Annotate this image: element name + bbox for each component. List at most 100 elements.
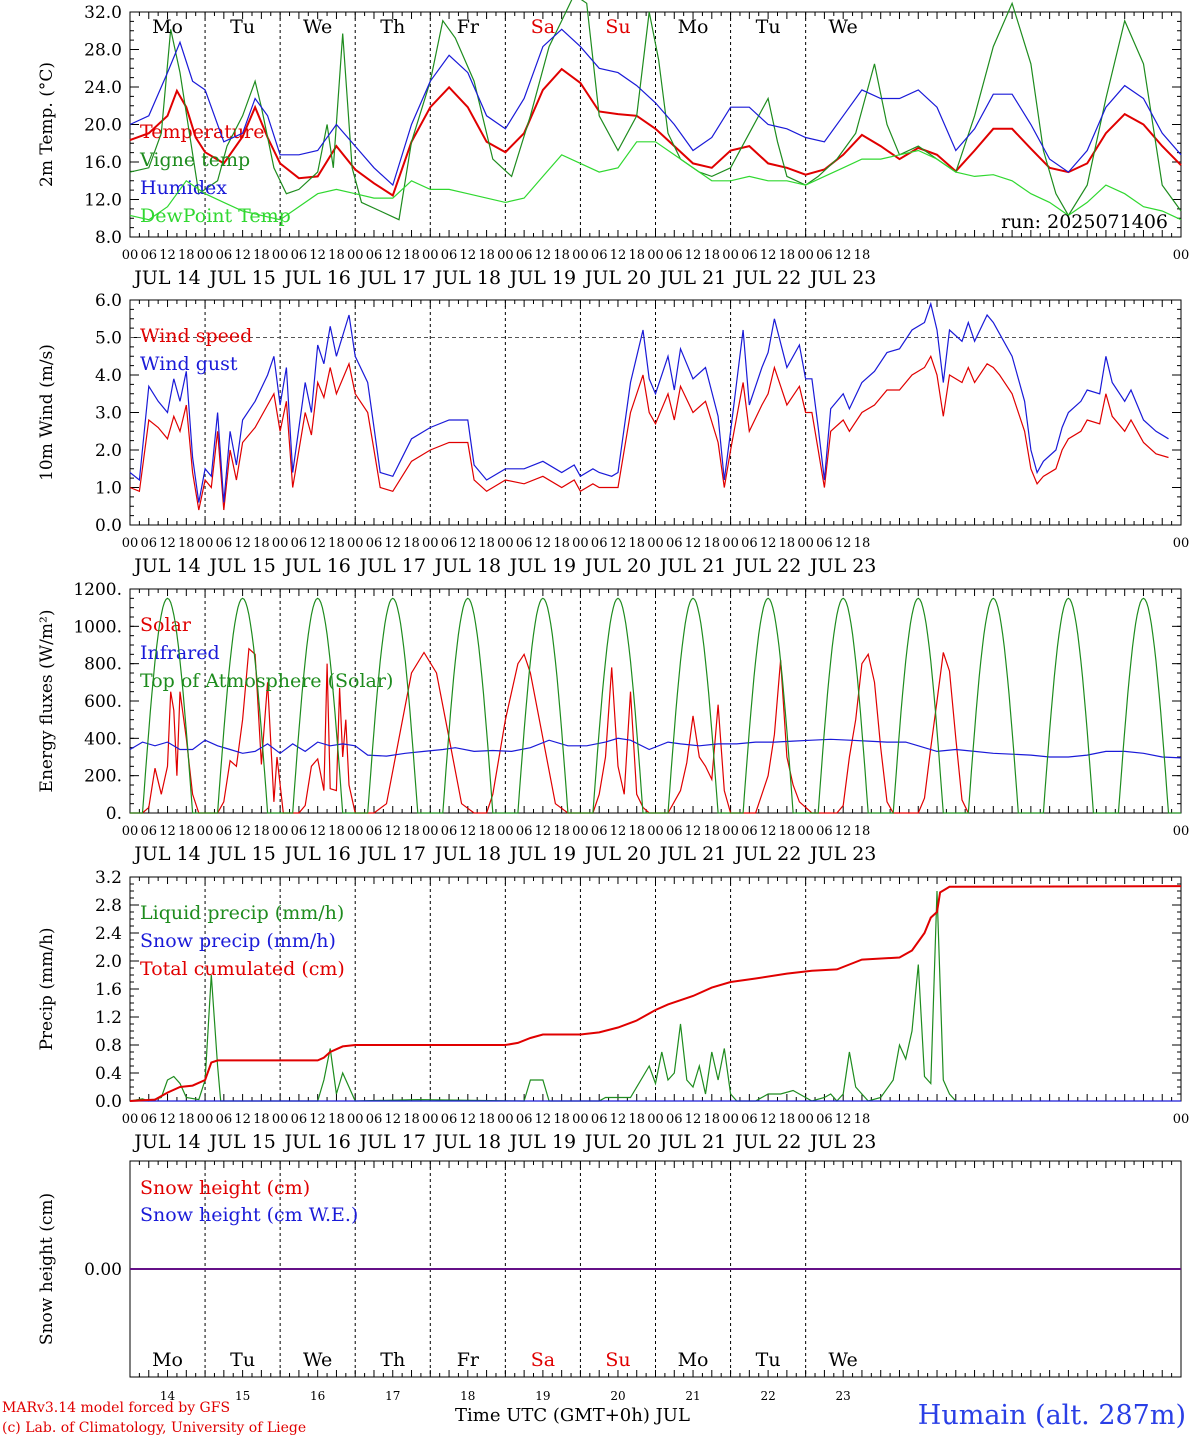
hour-tick-label: 06 [741,536,758,551]
legend-humidex: Humidex [140,177,227,199]
y-tick-label: 4.0 [95,366,122,386]
date-label: JUL 15 [207,555,275,577]
day-number: 20 [610,1389,625,1403]
hour-tick-label: 12 [384,536,401,551]
hour-tick-label: 06 [666,824,683,839]
date-label: JUL 18 [433,267,501,289]
y-tick-label: 32.0 [84,3,122,23]
hour-tick-label: 00 [722,824,739,839]
hour-tick-label: 12 [535,248,552,263]
hour-tick-label: 18 [628,824,645,839]
date-label: JUL 23 [808,1131,876,1153]
legend-wind-gust: Wind gust [140,353,238,375]
hour-tick-label: 12 [460,248,477,263]
hour-tick-label: 00 [197,536,214,551]
hour-tick-label: 00 [797,824,814,839]
hour-tick-label: 12 [384,1112,401,1127]
hour-tick-label: 00 [572,248,589,263]
hour-tick-label: 06 [140,536,157,551]
hour-tick-label: 06 [666,536,683,551]
hour-tick-label: 18 [178,1112,195,1127]
hour-tick-label: 18 [253,1112,270,1127]
day-number: 22 [760,1389,775,1403]
weekday-label: Fr [457,1349,480,1371]
weekday-label: We [303,16,332,38]
weekday-label: Mo [152,1349,183,1371]
weekday-label: Su [605,1349,630,1371]
y-tick-label: 1000. [73,617,122,637]
date-label: JUL 15 [207,843,275,865]
hour-tick-label: 12 [234,536,251,551]
hour-tick-label: 12 [610,248,627,263]
y-tick-label: 0.0 [95,1092,122,1112]
hour-tick-label: 06 [291,824,308,839]
legend-solar: Solar [140,614,192,636]
hour-tick-label: 18 [704,536,721,551]
hour-tick-label: 00 [572,1112,589,1127]
y-tick-label: 2.0 [95,952,122,972]
legend-wind-speed: Wind speed [140,325,252,347]
y-axis-title: 10m Wind (m/s) [37,344,57,481]
hour-tick-label: 06 [216,824,233,839]
hour-tick-label: 00 [497,824,514,839]
y-tick-label: 2.8 [95,896,122,916]
y-tick-label: 1.2 [95,1008,122,1028]
hour-tick-label: 00 [647,248,664,263]
hour-tick-label: 06 [816,536,833,551]
y-axis-title: Precip (mm/h) [37,927,57,1050]
series-line-vigne-temp [129,0,1182,221]
hour-tick-label: 12 [685,536,702,551]
hour-tick-label: 00 [422,1112,439,1127]
hour-tick-label: 00 [722,248,739,263]
hour-tick-label: 00 [797,1112,814,1127]
hour-tick-label: 12 [384,248,401,263]
weekday-label: Mo [152,16,183,38]
hour-tick-label: 06 [516,248,533,263]
weekday-label: Mo [678,1349,709,1371]
hour-tick-label: 18 [403,536,420,551]
hour-tick-label: 06 [216,1112,233,1127]
y-tick-label: 400. [84,729,122,749]
series-line-liquid-precip-mm-h [129,890,957,1102]
hour-tick-label: 00 [1173,1112,1190,1127]
hour-tick-label: 18 [553,248,570,263]
hour-tick-label: 18 [854,824,871,839]
panel-frame [129,588,1182,814]
legend-snow-height-cm: Snow height (cm) [140,1177,310,1199]
run-label: run: 2025071406 [1001,211,1168,233]
weekday-label: Th [380,1349,405,1371]
legend-top-of-atmosphere-solar: Top of Atmosphere (Solar) [140,670,393,692]
date-label: JUL 17 [358,843,426,865]
hour-tick-label: 18 [328,248,345,263]
series-line-dewpoint-temp [129,141,1182,221]
hour-tick-label: 12 [685,248,702,263]
hour-tick-label: 00 [347,536,364,551]
date-label: JUL 17 [358,555,426,577]
hour-tick-label: 12 [309,1112,326,1127]
date-label: JUL 20 [583,1131,651,1153]
hour-tick-label: 06 [516,824,533,839]
hour-tick-label: 18 [253,536,270,551]
series-line-temperature [129,67,1182,198]
hour-tick-label: 06 [441,1112,458,1127]
hour-tick-label: 18 [704,824,721,839]
hour-tick-label: 18 [854,248,871,263]
hour-tick-label: 00 [122,1112,139,1127]
hour-tick-label: 12 [685,1112,702,1127]
hour-tick-label: 06 [591,1112,608,1127]
weekday-label: We [829,16,858,38]
y-tick-label: 3.2 [95,868,122,888]
hour-tick-label: 18 [779,248,796,263]
date-label: JUL 14 [132,267,200,289]
hour-tick-label: 00 [122,248,139,263]
date-label: JUL 20 [583,555,651,577]
y-axis-title: 2m Temp. (°C) [37,62,57,187]
hour-tick-label: 12 [159,536,176,551]
hour-tick-label: 12 [384,824,401,839]
hour-tick-label: 00 [797,536,814,551]
date-label: JUL 16 [282,1131,350,1153]
date-label: JUL 17 [358,267,426,289]
day-number: 19 [535,1389,550,1403]
weekday-label: Sa [531,16,555,38]
hour-tick-label: 00 [272,1112,289,1127]
